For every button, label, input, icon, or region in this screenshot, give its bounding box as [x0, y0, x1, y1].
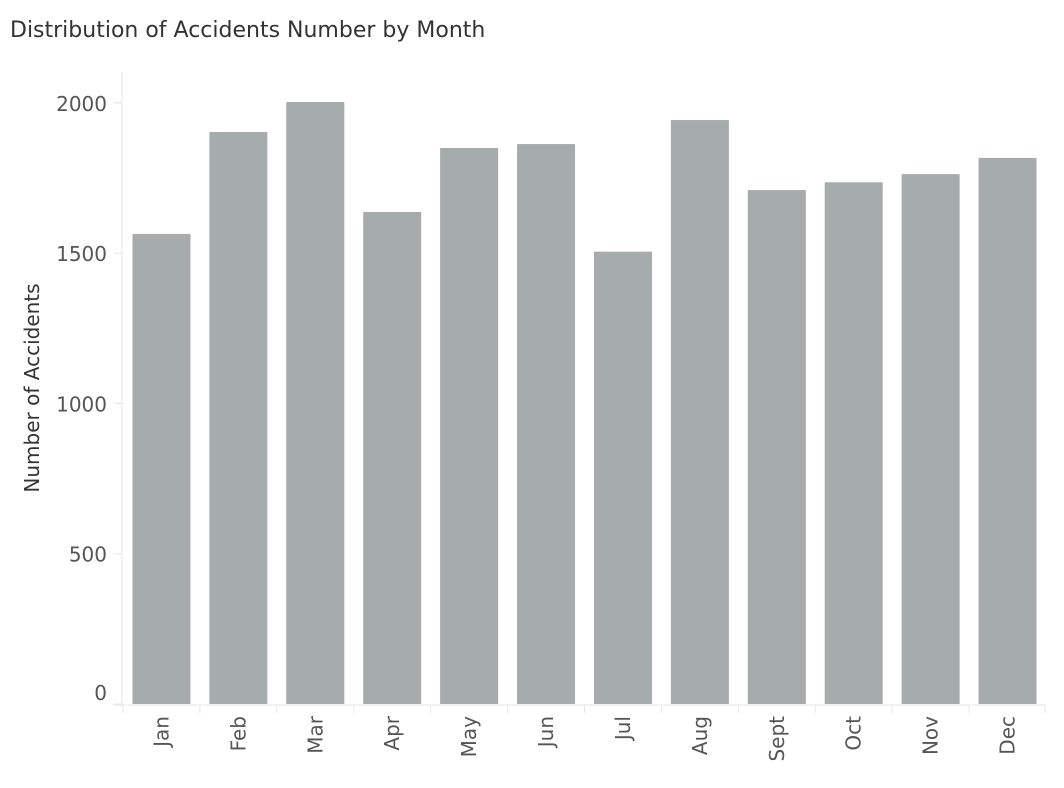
x-tick-label: Aug	[688, 716, 712, 755]
bar-may	[440, 147, 499, 705]
bar-mar	[286, 102, 345, 704]
x-tick-label: Apr	[380, 715, 404, 750]
bar-apr	[363, 212, 422, 705]
y-tick-label: 0	[94, 681, 107, 705]
bar-jun	[517, 144, 576, 704]
bar-feb	[209, 132, 268, 704]
x-tick-label: Nov	[919, 716, 943, 755]
x-tick-label: Oct	[842, 716, 866, 751]
x-tick-label: Jan	[149, 716, 173, 749]
y-tick-label: 500	[69, 543, 107, 567]
x-tick-label: Jun	[534, 716, 558, 749]
bar-aug	[670, 120, 729, 704]
y-tick-label: 1500	[56, 242, 107, 266]
labels-layer: 0 500 1000 1500 2000 Number of Accidents Jan Fe…	[20, 92, 1020, 762]
y-tick-label: 1000	[56, 392, 107, 416]
bar-nov	[901, 174, 960, 704]
x-tick-label: Jul	[611, 716, 635, 742]
bar-dec	[978, 157, 1037, 704]
bars-layer	[132, 102, 1037, 705]
y-axis-title: Number of Accidents	[20, 283, 44, 492]
x-tick-label: Sept	[765, 716, 789, 762]
y-tick-label: 2000	[56, 92, 107, 116]
bar-sept	[747, 190, 806, 704]
x-tick-label: Mar	[303, 715, 327, 754]
axes-layer	[112, 72, 1046, 713]
x-tick-label: Dec	[996, 716, 1020, 755]
bar-jul	[593, 251, 652, 704]
bar-oct	[824, 182, 883, 704]
x-tick-label: Feb	[226, 716, 250, 751]
x-tick-label: May	[457, 716, 481, 758]
bar-jan	[132, 233, 191, 704]
chart-title: Distribution of Accidents Number by Mont…	[10, 18, 486, 43]
